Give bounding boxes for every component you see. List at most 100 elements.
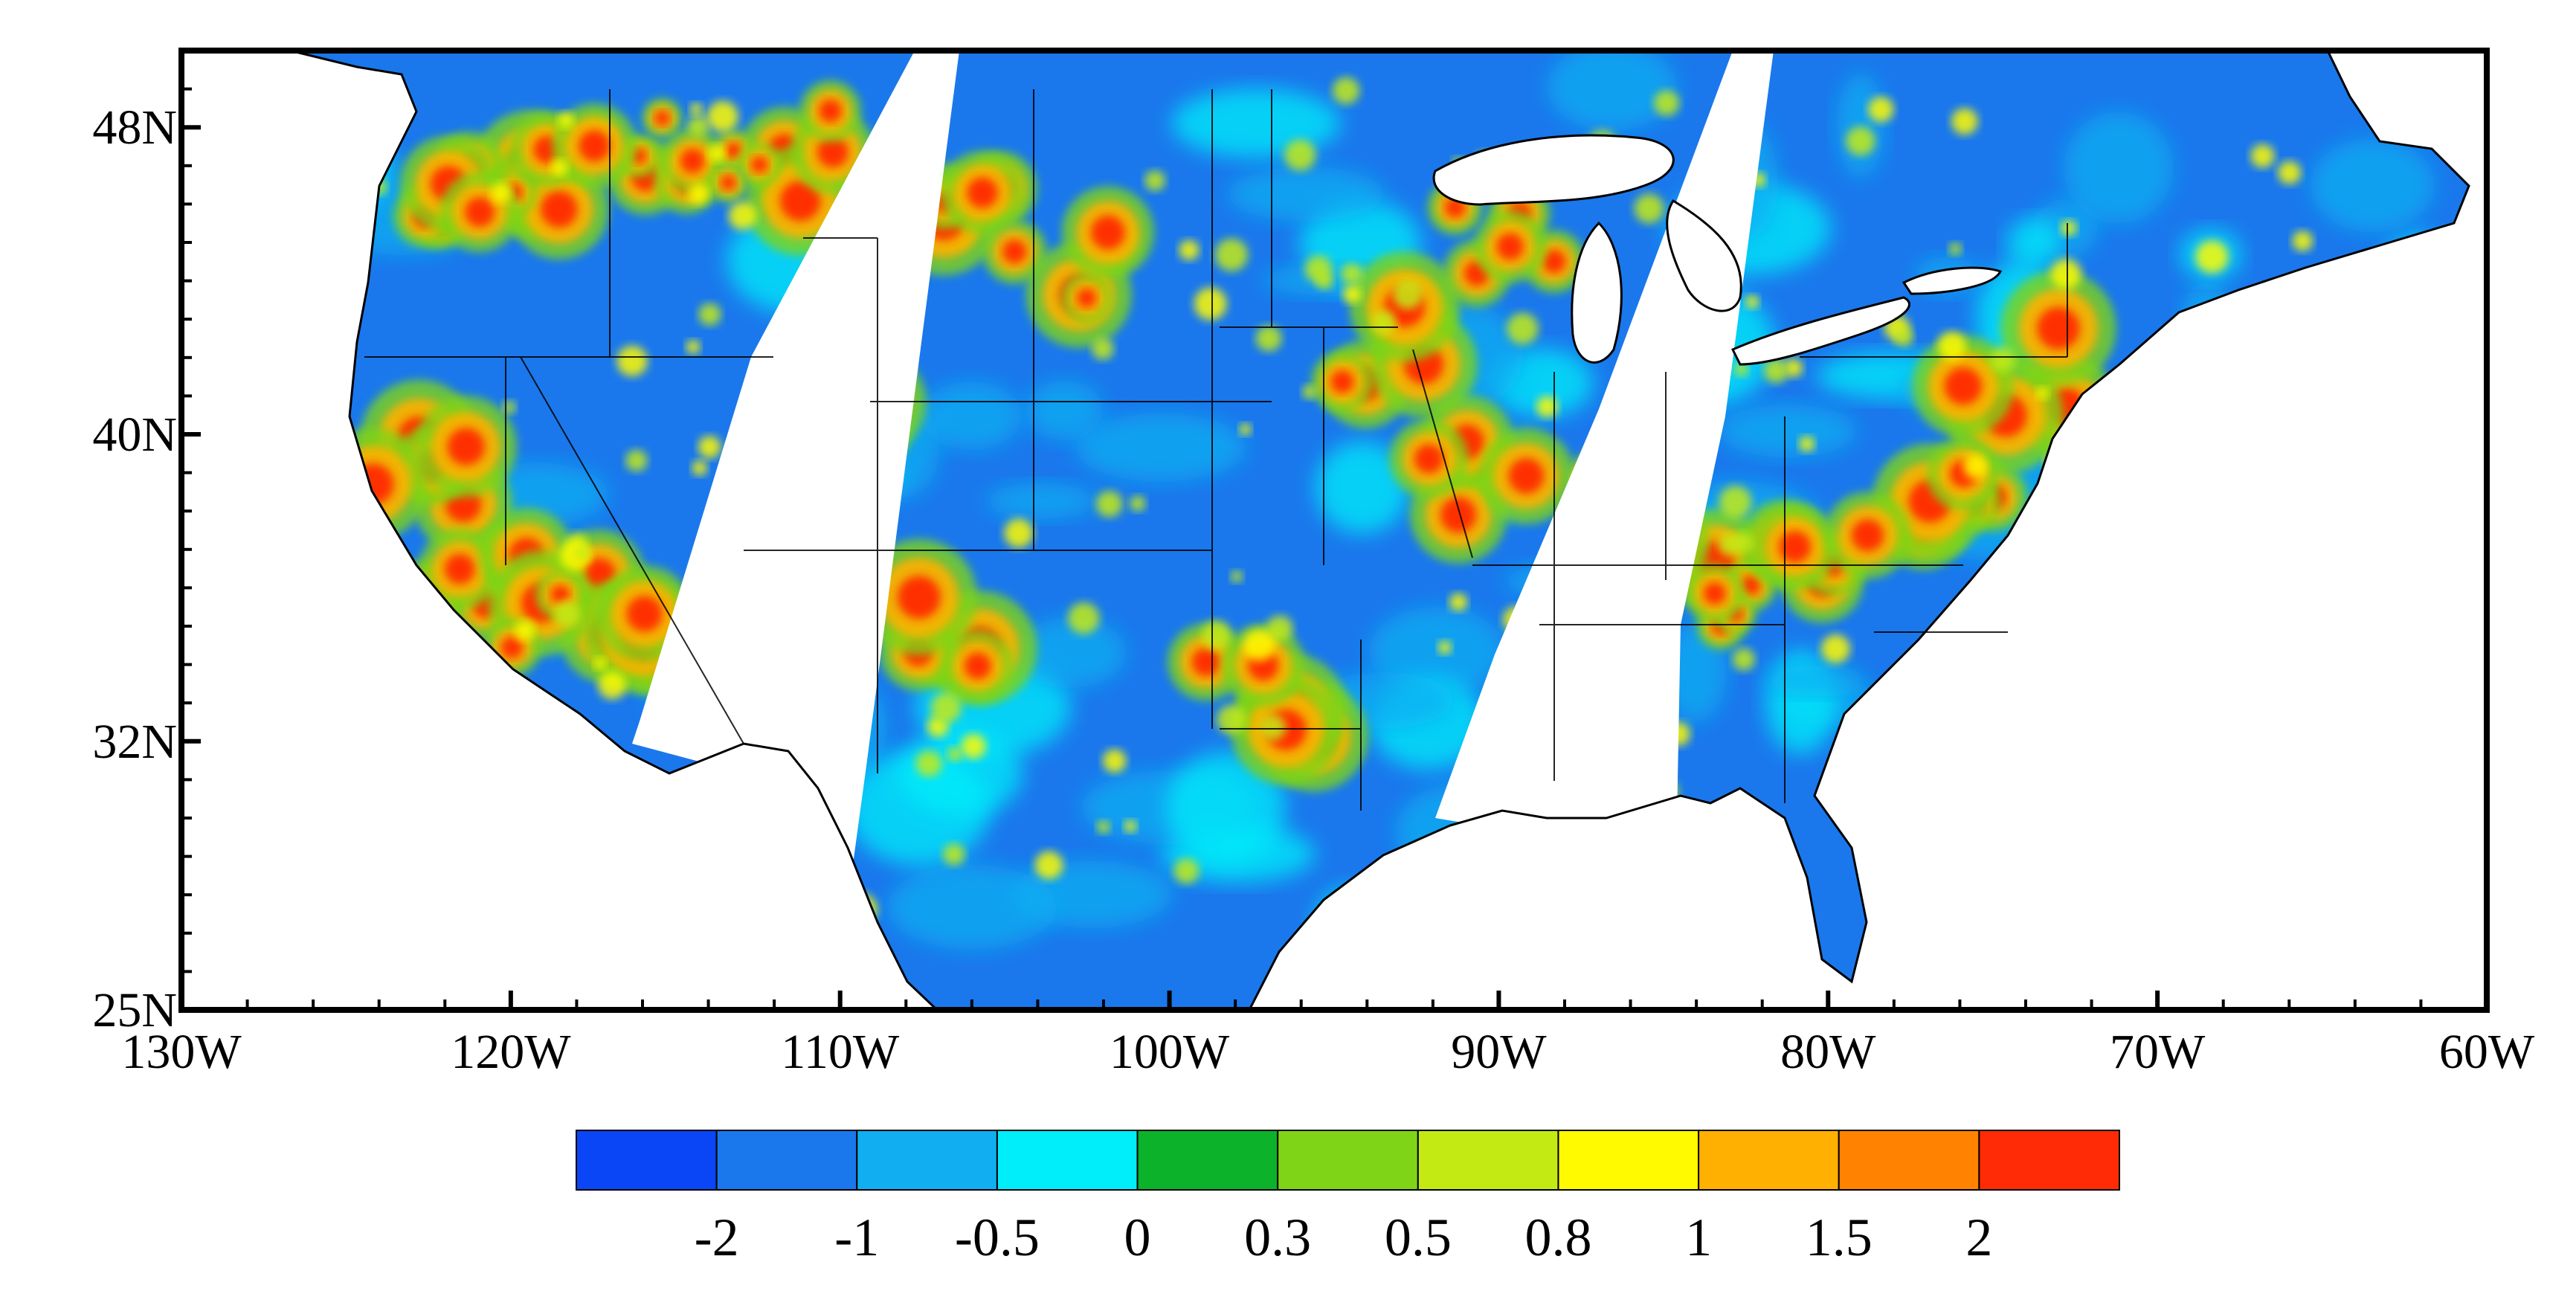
field-hotspot-core [1091,215,1125,250]
field-dot [1764,358,1788,383]
field-dot [1124,820,1137,833]
field-dot [1846,126,1875,156]
field-dot [2278,161,2302,184]
field-hotspot-core [817,136,849,168]
colorbar-swatch [1838,1130,1980,1191]
field-dot [1217,704,1246,735]
field-dot [687,115,709,137]
field-dot [1536,396,1558,418]
y-tick-label: 40N [92,408,177,462]
field-dot [550,159,568,176]
field-hotspot-core [445,554,475,585]
field-dot [1034,851,1063,880]
field-dot [1096,820,1110,834]
state-boundaries [364,89,2068,811]
field-dot [491,182,512,204]
field-dot [1179,239,1200,260]
field-dot [1437,640,1452,654]
field-patch [1767,665,1867,696]
field-dot [2195,240,2229,274]
colorbar-swatch [1557,1130,1700,1191]
field-dot [1144,170,1165,191]
field-dot [1937,331,1966,360]
field-dot [915,750,942,777]
field-dot [625,449,648,471]
field-dot [1302,384,1317,399]
field-dot [728,202,757,230]
x-tick-label: 70W [2110,1025,2206,1079]
lake-ontario [1902,266,2003,295]
field-dot [1243,628,1275,661]
field-dot [947,747,962,762]
field-patch [1171,88,1341,158]
field-dot [2050,258,2081,289]
field-dot [1284,139,1316,171]
x-tick-label: 90W [1451,1025,1547,1079]
field-patch [2006,218,2060,268]
field-dot [1260,714,1287,741]
x-tick-label: 130W [121,1025,242,1079]
colorbar-label: -1 [834,1208,879,1267]
field-hotspot-core [1440,497,1477,533]
field-dot [1332,77,1360,105]
colorbar-label: 1 [1685,1208,1712,1267]
field-dot [692,460,708,476]
field-hotspot-core [579,130,611,162]
field-hotspot-core [541,190,578,228]
colorbar-swatch [1698,1130,1840,1191]
field-hotspot-core [680,149,705,173]
colorbar-label: 0.5 [1385,1208,1452,1267]
field-dot [1214,238,1248,271]
field-dot [1004,518,1034,548]
field-dot [686,340,701,355]
field-dot [2036,387,2049,400]
y-tick-label: 32N [92,715,177,769]
y-axis: 25N 32N 40N 48N [92,49,201,1037]
field-dot [1068,602,1100,634]
field-dot [1962,454,1988,479]
field-hotspot-core [654,111,670,126]
field-dot [502,400,516,414]
lake-huron [1666,199,1742,312]
field-hotspot-core [819,99,842,123]
x-tick-label: 60W [2439,1025,2535,1079]
field-dot [1341,263,1363,285]
colorbar-swatch [1978,1130,2120,1191]
lake-erie [1730,296,1910,366]
field-dot [1734,362,1748,376]
colorbar-label: 1.5 [1806,1208,1873,1267]
field-patch [1075,413,1247,482]
field-dot [1239,423,1252,436]
field-dot [1449,593,1468,611]
field-dot [1951,108,1978,135]
field-dot [1732,648,1755,671]
field-dot [1095,490,1123,518]
field-hotspot-core [1542,250,1566,274]
colorbar-label: -0.5 [955,1208,1040,1267]
field-hotspot-core [1330,370,1354,393]
plot-frame [178,48,2490,1013]
field-dot [1990,347,2015,373]
field-dot [2250,144,2275,168]
field-dot [1102,749,1127,773]
colorbar-label: 0 [1124,1208,1151,1267]
lake-michigan [1571,221,1623,364]
field-dot [1342,284,1362,303]
field-hotspot-core [1191,648,1220,677]
field-patch [921,381,1023,450]
colorbar-swatch [856,1130,998,1191]
field-hotspot-core [721,175,736,190]
field-dot [1784,358,1803,378]
field-patch [1836,72,1885,178]
field-dot [1868,97,1894,123]
field-dot [1634,193,1664,224]
field-dot [698,435,721,459]
field-dot [2292,231,2313,251]
field-dot [598,672,626,700]
field-hotspot-core [551,585,570,604]
field-dot [616,345,648,377]
colorbar-label: -2 [695,1208,739,1267]
field-hotspot-core [1508,458,1545,494]
field-hotspot-core [1851,519,1884,552]
